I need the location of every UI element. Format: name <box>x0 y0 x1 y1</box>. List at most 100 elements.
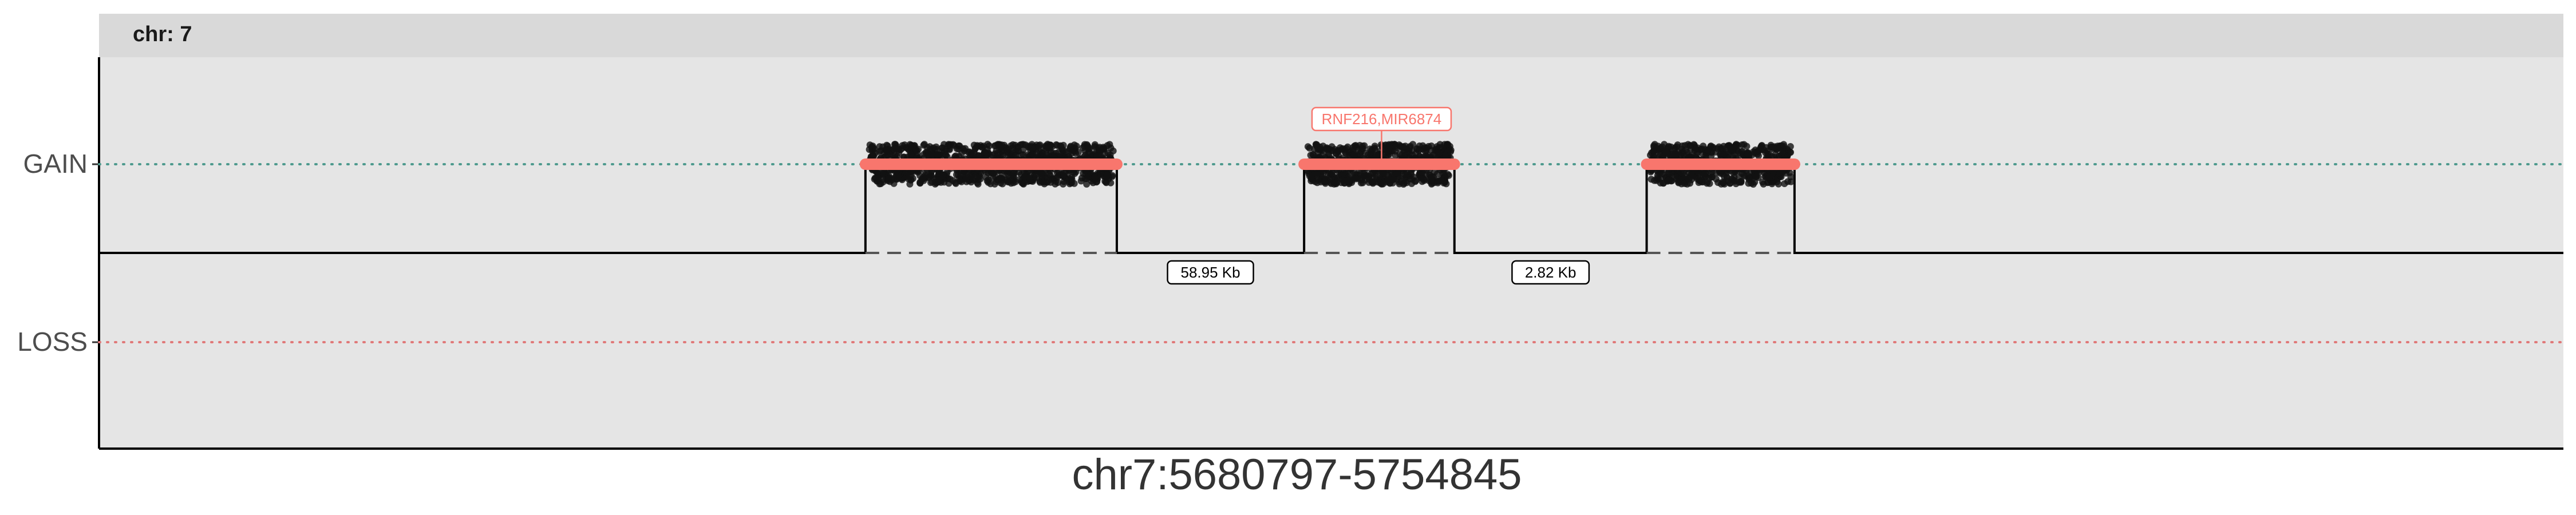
probe-point <box>1005 179 1013 185</box>
probe-point <box>1083 180 1091 188</box>
probe-point <box>1435 149 1443 157</box>
probe-point <box>1434 179 1441 187</box>
probe-point <box>866 146 873 153</box>
probe-point <box>893 176 900 183</box>
probe-point <box>978 143 985 150</box>
probe-point <box>1093 152 1100 160</box>
probe-point <box>1385 142 1393 149</box>
y-tick-label: GAIN <box>23 149 88 179</box>
probe-point <box>918 176 926 184</box>
probe-point <box>962 145 969 152</box>
probe-point <box>1321 179 1329 186</box>
probe-point <box>1390 141 1398 148</box>
probe-point <box>1433 143 1441 150</box>
probe-point <box>946 175 954 183</box>
probe-point <box>1668 143 1674 150</box>
probe-point <box>1045 144 1052 152</box>
probe-point <box>870 152 878 160</box>
probe-point <box>1314 176 1322 184</box>
probe-point <box>1780 141 1787 148</box>
gene-label: RNF216,MIR6874 <box>1311 106 1452 132</box>
probe-point <box>904 169 911 176</box>
probe-point <box>1749 181 1757 188</box>
probe-point <box>985 176 992 184</box>
probe-point <box>1372 152 1380 160</box>
probe-point <box>1107 144 1115 152</box>
probe-point <box>934 151 941 159</box>
probe-point <box>1067 176 1074 183</box>
probe-point <box>906 180 914 188</box>
probe-point <box>1700 179 1707 185</box>
probe-point <box>1356 142 1364 149</box>
probe-point <box>1100 144 1107 151</box>
probe-point <box>1686 142 1694 149</box>
gap-label: 2.82 Kb <box>1511 260 1590 285</box>
probe-point <box>939 172 947 179</box>
probe-point <box>1036 142 1043 149</box>
probe-point <box>1009 148 1016 154</box>
probe-point <box>1705 175 1713 182</box>
probe-point <box>1423 153 1430 160</box>
probe-point <box>1037 169 1044 176</box>
probe-point <box>875 148 883 155</box>
probe-point <box>1025 142 1032 150</box>
probe-point <box>1662 149 1669 156</box>
probe-point <box>1659 143 1666 150</box>
gene-label-box <box>1311 106 1452 132</box>
probe-point <box>938 144 946 152</box>
probe-point <box>1014 148 1021 155</box>
probe-point <box>892 145 899 153</box>
probe-point <box>1647 168 1654 176</box>
probe-point <box>1341 146 1349 154</box>
probe-point <box>1728 145 1735 152</box>
probe-point <box>1417 175 1425 181</box>
probe-point <box>1067 142 1074 150</box>
probe-point <box>929 178 936 185</box>
probe-point <box>995 141 1002 148</box>
gap-label-text: 2.82 Kb <box>1525 264 1577 281</box>
probe-point <box>1783 169 1789 177</box>
probe-point <box>1724 175 1730 181</box>
probe-point <box>1043 178 1050 185</box>
probe-point <box>1755 147 1763 154</box>
probe-point <box>1402 142 1409 150</box>
probe-point <box>1419 168 1426 176</box>
probe-point <box>1350 151 1358 158</box>
probe-point <box>1447 148 1454 156</box>
probe-point <box>1650 144 1658 151</box>
probe-point <box>1750 148 1757 155</box>
probe-point <box>1716 143 1722 150</box>
probe-point <box>1770 144 1777 151</box>
probe-point <box>1046 171 1053 178</box>
probe-point <box>1104 149 1112 157</box>
probe-point <box>1442 153 1449 160</box>
probe-point <box>1704 146 1712 154</box>
probe-point <box>974 180 982 188</box>
probe-point <box>999 180 1006 188</box>
probe-point <box>1313 141 1320 149</box>
probe-point <box>971 150 978 157</box>
probe-point <box>1017 141 1024 149</box>
probe-point <box>1674 141 1681 149</box>
probe-point <box>974 173 981 181</box>
probe-point <box>1052 180 1059 188</box>
probe-point <box>1708 152 1715 160</box>
probe-point <box>972 145 979 152</box>
probe-point <box>1349 144 1357 151</box>
probe-point <box>1020 151 1027 159</box>
probe-point <box>882 152 890 160</box>
y-tick-label: LOSS <box>17 327 88 356</box>
probe-point <box>1651 177 1658 184</box>
gap-label: 58.95 Kb <box>1167 260 1254 285</box>
probe-point <box>1060 172 1067 180</box>
probe-point <box>876 143 883 150</box>
probe-point <box>1086 145 1093 153</box>
probe-point <box>1672 151 1679 159</box>
gap-label-box <box>1511 260 1590 285</box>
probe-point <box>1368 178 1376 185</box>
facet-strip-label: chr: 7 <box>133 22 192 46</box>
probe-point <box>991 180 998 188</box>
probe-point <box>1390 176 1397 183</box>
probe-point <box>1753 173 1760 180</box>
probe-point <box>1427 146 1435 153</box>
